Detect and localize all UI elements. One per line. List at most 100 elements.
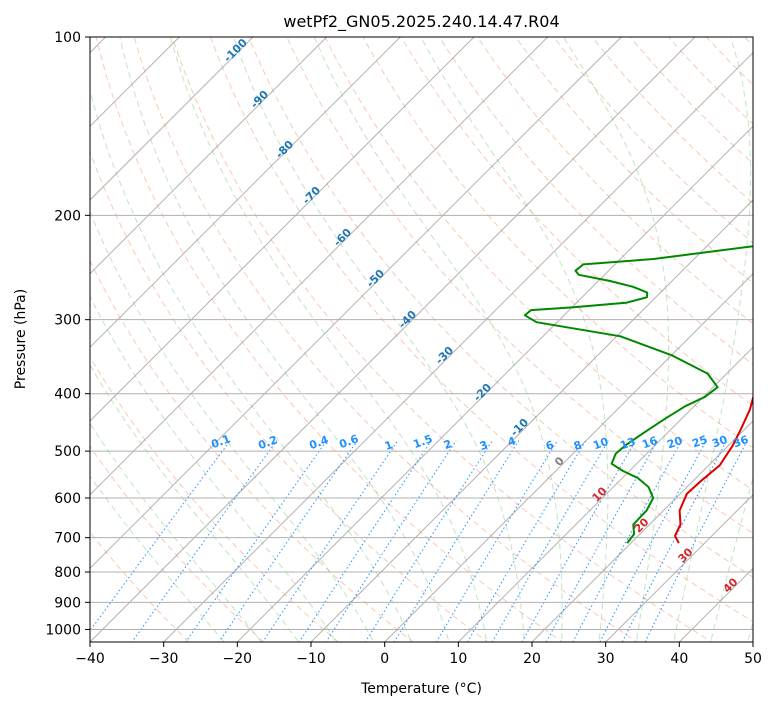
mixing-ratio-line xyxy=(466,440,587,642)
isotherm-line xyxy=(531,420,753,642)
moist-adiabat-line xyxy=(90,295,337,642)
mixing-ratio-label: 20 xyxy=(665,434,684,452)
y-tick-label: 900 xyxy=(54,595,81,611)
x-tick-label: 50 xyxy=(744,651,762,667)
mixing-ratio-line xyxy=(218,440,358,642)
dry-adiabat-line xyxy=(553,37,753,244)
mixing-ratio-line xyxy=(262,440,399,642)
y-tick-label: 500 xyxy=(54,444,81,460)
isotherm-line xyxy=(163,51,753,642)
mixing-ratio-label: 0.4 xyxy=(307,433,330,452)
profile-lines xyxy=(523,245,753,544)
dewpoint-profile-line xyxy=(523,245,753,544)
mixing-ratio-line xyxy=(364,440,493,642)
mixing-ratio-line xyxy=(621,440,728,642)
isotherm-label: -50 xyxy=(364,267,387,290)
mixing-ratio-line xyxy=(435,440,558,642)
dry-adiabat-line xyxy=(477,37,753,325)
y-tick-label: 600 xyxy=(54,491,81,507)
y-axis-ticks: 100 200 300 400 500 600 700 800 900 1000 xyxy=(45,30,90,638)
mixing-ratio-line xyxy=(644,440,748,642)
isotherm-line xyxy=(457,346,753,642)
dry-adiabat-line xyxy=(515,37,753,284)
dry-adiabat-line xyxy=(324,37,753,491)
mixing-ratio-label: 0.2 xyxy=(256,433,279,452)
y-tick-label: 800 xyxy=(54,565,81,581)
mixing-ratio-label: 6 xyxy=(544,438,556,453)
mixing-ratio-label: 4 xyxy=(506,434,518,449)
pressure-gridlines xyxy=(90,36,753,630)
dry-adiabat-line xyxy=(210,37,753,623)
isotherm-label: -20 xyxy=(471,381,494,404)
mixing-ratio-line xyxy=(491,440,609,642)
isotherm-label: -100 xyxy=(221,36,250,65)
moist-adiabat-line xyxy=(232,37,525,642)
isotherm-label: -90 xyxy=(248,88,271,111)
moist-adiabat-line xyxy=(169,37,488,642)
mixing-ratio-line xyxy=(298,440,432,642)
isotherm-line xyxy=(90,37,622,570)
moist-adiabat-line xyxy=(420,37,609,642)
dry-adiabat-line xyxy=(90,150,489,642)
mixing-ratio-line xyxy=(185,440,328,642)
mixing-ratio-label: 1 xyxy=(383,438,395,453)
mixing-ratio-line xyxy=(521,440,637,642)
y-tick-label: 200 xyxy=(54,208,81,224)
mixing-ratio-label: 8 xyxy=(572,438,584,453)
x-axis-label: Temperature (°C) xyxy=(360,681,482,697)
moist-adiabat-line xyxy=(673,37,752,642)
x-tick-label: −10 xyxy=(296,651,326,667)
dry-adiabat-line xyxy=(90,356,340,642)
mixing-ratio-label: 36 xyxy=(731,433,750,451)
moist-adiabat-line xyxy=(313,37,563,642)
isotherm-line xyxy=(236,125,753,642)
moist-adiabat-line xyxy=(90,475,225,642)
mixing-ratio-label: 3 xyxy=(478,438,490,453)
mixing-ratio-label: 25 xyxy=(690,433,709,450)
y-tick-label: 300 xyxy=(54,313,81,329)
mixing-ratio-line xyxy=(131,440,278,642)
isotherm-line xyxy=(90,37,401,349)
isotherm-line xyxy=(310,199,753,642)
moist-adiabat-line xyxy=(563,37,669,642)
x-tick-label: 30 xyxy=(597,651,615,667)
dry-adiabat-line xyxy=(286,37,753,534)
y-tick-label: 100 xyxy=(54,30,81,46)
dry-adiabat-line xyxy=(171,37,713,642)
isotherm-label: 40 xyxy=(721,575,741,595)
isotherm-line xyxy=(90,37,696,642)
dry-adiabat-line xyxy=(90,259,414,642)
x-tick-label: 20 xyxy=(523,651,541,667)
moist-adiabat-line xyxy=(119,37,450,642)
moist-adiabat-line xyxy=(90,422,262,642)
isotherm-line xyxy=(90,37,549,496)
mixing-ratio-label: 13 xyxy=(618,435,637,452)
isotherm-line xyxy=(678,567,753,642)
background-lines xyxy=(90,24,775,649)
dry-adiabat-line xyxy=(248,37,753,578)
mixing-ratio-line xyxy=(572,440,683,642)
x-tick-label: −30 xyxy=(149,651,179,667)
chart-title: wetPf2_GN05.2025.240.14.47.R04 xyxy=(283,12,559,32)
mixing-ratio-line xyxy=(393,440,520,642)
dry-adiabat-line xyxy=(362,37,753,449)
y-tick-label: 1000 xyxy=(45,622,81,638)
moist-adiabat-line xyxy=(90,88,412,642)
x-tick-label: −20 xyxy=(223,651,253,667)
moist-adiabat-line xyxy=(710,475,753,642)
isotherm-line xyxy=(90,37,328,275)
y-tick-label: 700 xyxy=(54,531,81,547)
isotherm-label: -80 xyxy=(273,138,296,161)
isotherm-label: -40 xyxy=(396,308,419,331)
isotherm-line xyxy=(384,272,753,642)
mixing-ratio-label: 10 xyxy=(591,435,610,453)
mixing-ratio-label: 2 xyxy=(442,437,454,452)
dry-adiabat-line xyxy=(90,445,265,642)
dry-adiabat-line xyxy=(438,37,753,366)
isotherm-line xyxy=(90,37,475,422)
dry-adiabat-line xyxy=(770,24,775,649)
mixing-ratio-line xyxy=(90,440,231,632)
dry-adiabat-line xyxy=(90,531,190,642)
isotherm-label: 10 xyxy=(590,484,610,504)
mixing-ratio-label: 0.6 xyxy=(337,432,360,451)
